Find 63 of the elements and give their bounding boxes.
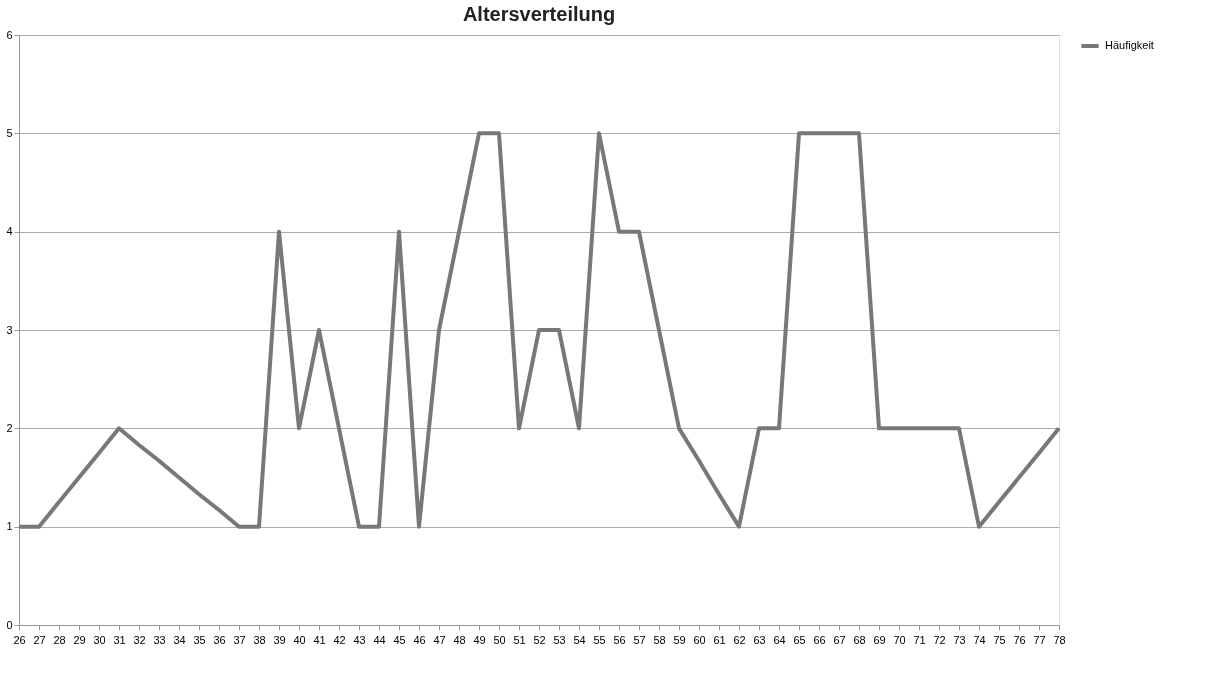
x-tick-label: 27 [33,633,46,646]
x-tick-label: 58 [653,633,666,646]
x-tick-label: 49 [473,633,486,646]
x-tick-label: 45 [393,633,406,646]
x-tick-label: 30 [93,633,106,646]
x-tick-label: 53 [553,633,566,646]
x-tick-label: 46 [413,633,426,646]
y-tick-label: 4 [6,225,13,238]
x-tick-label: 55 [593,633,606,646]
x-tick-label: 77 [1033,633,1046,646]
x-tick-label: 42 [333,633,346,646]
line-series [17,131,1061,529]
x-tick-label: 63 [753,633,766,646]
x-tick-label: 37 [233,633,246,646]
x-tick-label: 47 [433,633,446,646]
x-tick-label: 66 [813,633,826,646]
y-tick-label: 1 [6,520,13,533]
y-tick-label: 6 [6,28,13,41]
x-tick-label: 54 [573,633,586,646]
x-tick-label: 51 [513,633,526,646]
x-tick-label: 61 [713,633,726,646]
y-tick-label: 0 [6,618,13,631]
chart-title: Altersverteilung [462,3,616,25]
x-tick-label: 70 [893,633,906,646]
x-tick-label: 34 [173,633,186,646]
y-tick-label: 5 [6,126,13,139]
x-tick-label: 31 [113,633,126,646]
x-tick-label: 72 [933,633,946,646]
x-tick-label: 38 [253,633,266,646]
x-tick-label: 57 [633,633,646,646]
x-tick-label: 32 [133,633,146,646]
x-tick-label: 60 [693,633,706,646]
y-tick-label: 3 [6,323,13,336]
x-tick-label: 64 [773,633,786,646]
x-tick-label: 43 [353,633,366,646]
x-tick-label: 65 [793,633,806,646]
x-tick-label: 68 [853,633,866,646]
x-tick-label: 67 [833,633,846,646]
x-tick-label: 75 [993,633,1006,646]
x-tick-label: 44 [373,633,386,646]
y-tick-label: 2 [6,421,13,434]
x-tick-label: 29 [73,633,86,646]
x-tick-label: 36 [213,633,226,646]
x-tick-label: 56 [613,633,626,646]
x-tick-label: 33 [153,633,166,646]
x-tick-label: 28 [53,633,66,646]
x-tick-label: 52 [533,633,546,646]
x-tick-label: 62 [733,633,746,646]
x-tick-label: 69 [873,633,886,646]
x-tick-label: 39 [273,633,286,646]
x-tick-label: 40 [293,633,306,646]
x-tick-label: 73 [953,633,966,646]
x-tick-label: 41 [313,633,326,646]
x-tick-label: 76 [1013,633,1026,646]
x-tick-label: 78 [1053,633,1066,646]
x-tick-label: 48 [453,633,466,646]
x-tick-label: 50 [493,633,506,646]
x-tick-label: 71 [913,633,926,646]
x-tick-label: 59 [673,633,686,646]
x-tick-label: 74 [973,633,986,646]
x-tick-label: 35 [193,633,206,646]
legend-label: Häufigkeit [1105,39,1154,51]
x-tick-label: 26 [13,633,26,646]
